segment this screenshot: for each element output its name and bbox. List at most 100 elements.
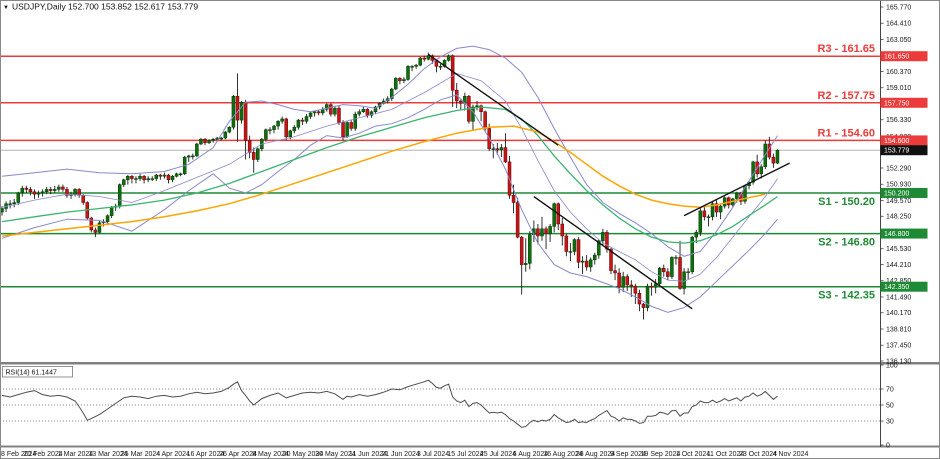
candle [280,116,284,124]
candle [178,172,183,177]
trendline-1[interactable] [427,53,559,146]
price-tick-label: 150.930 [886,182,911,189]
candle [300,117,305,125]
panel-separator-top[interactable] [0,362,940,365]
price-tick-label: 138.810 [886,326,911,333]
candle [12,198,16,208]
date-label: 16 Aug 2024 [543,451,582,458]
date-label: 25 Mar 2024 [121,451,160,458]
date-label: 30 May 2024 [315,451,356,458]
trendline-3[interactable] [683,162,790,217]
level-r2-badge-text: 157.750 [884,100,909,107]
candle [572,238,577,256]
candle [662,264,666,277]
candle [146,176,150,183]
price-tick-label: 148.250 [886,214,911,221]
date-label: 21 Jun 2024 [381,451,420,458]
candle [369,110,374,118]
candle [85,201,90,221]
level-label-r2: R2 - 157.75 [818,90,875,102]
rsi-tick-label: 100 [886,363,898,370]
chart-title: USDJPY,Daily 152.700 153.852 152.617 153… [12,2,198,12]
candle [523,238,528,272]
candle [256,147,260,162]
candle [227,126,232,134]
candle [560,218,565,246]
price-tick-label: 140.170 [886,310,911,317]
candle [304,114,309,124]
candle [702,206,707,221]
candle [134,176,138,184]
date-label: 4 Apr 2024 [156,451,190,458]
candle [438,63,443,70]
rsi-tick-label: 0 [886,443,890,450]
date-label: 16 Apr 2024 [187,451,225,458]
candle [540,216,544,241]
candle [718,203,723,220]
candle [316,110,321,116]
candle [552,202,556,233]
candle [759,164,763,179]
price-tick-label: 144.210 [886,262,911,269]
rsi-tick-label: 50 [886,403,894,410]
price-tick-label: 136.130 [886,359,911,366]
candle [251,147,256,173]
candle [130,175,134,184]
candle [61,184,65,192]
price-tick-label: 160.370 [886,69,911,76]
date-label: 1 Mar 2024 [58,451,94,458]
candle [422,55,426,62]
candle [162,172,167,179]
rsi-tick-label: 70 [886,387,894,394]
candle [515,197,520,239]
panel-separator-bottom[interactable] [0,445,940,448]
candle [645,283,650,312]
date-label: 6 Aug 2024 [513,451,549,458]
candle [231,95,236,130]
rsi-tick-label: 30 [886,419,894,426]
price-tick-label: 152.290 [886,165,911,172]
chart-plot-area[interactable] [0,0,880,362]
candle [499,143,504,158]
candle [57,184,61,192]
candle [89,216,94,233]
price-tick-label: 145.530 [886,246,911,253]
candle [633,283,638,305]
candle [325,103,329,112]
current-price-badge [880,145,928,156]
candle [674,255,678,265]
rsi-panel-area[interactable] [0,364,880,445]
candle [394,77,398,91]
candle [593,252,597,265]
date-label: 1 Oct 2024 [676,451,710,458]
candle [617,268,621,294]
symbol-marker-icon: ▼ [3,5,9,11]
price-tick-label: 156.330 [886,117,911,124]
candle [272,124,276,134]
trendline-2[interactable] [533,195,693,310]
candle [775,149,780,165]
level-label-s3: S3 - 142.35 [818,290,875,302]
level-label-r1: R1 - 154.60 [818,127,875,139]
candle [53,185,57,193]
price-tick-label: 164.410 [886,21,911,28]
candle [8,200,12,209]
candle [138,173,142,182]
candle [166,173,171,184]
candle [284,117,288,141]
time-axis[interactable] [0,448,940,459]
level-s1-badge [880,187,928,198]
level-r1-badge [880,135,928,146]
candle [223,130,228,140]
date-label: 8 May 2024 [252,451,289,458]
level-label-s1: S1 - 150.20 [818,196,875,208]
candle [276,120,280,130]
candle [629,280,634,297]
candle [126,175,130,185]
price-axis[interactable] [880,0,940,448]
candle [625,274,629,291]
date-label: 15 Jul 2024 [447,451,483,458]
candle [361,106,366,113]
date-label: 3 Jul 2024 [417,451,449,458]
